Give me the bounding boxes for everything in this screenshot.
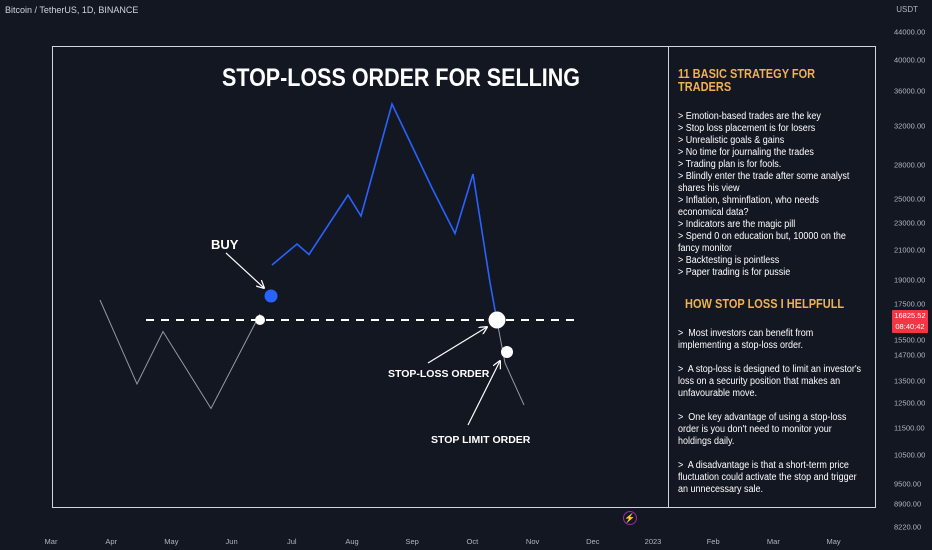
strategy-item: > Backtesting is pointless <box>678 255 780 266</box>
price-tick-label: 8900.00 <box>894 499 922 509</box>
info-sidebar: 11 BASIC STRATEGY FOR TRADERS > Emotion-… <box>678 66 868 508</box>
chart-drawing: BUY STOP-LOSS ORDER STOP LIMIT ORDER <box>99 101 578 446</box>
time-axis[interactable]: Mar Apr May Jun Jul Aug Sep Oct Nov Dec 2023 Feb Mar… <box>0 530 888 550</box>
strategy-item: > No time for journaling the trades <box>678 147 814 158</box>
current-price-tag: 16825.52 08:40:42 <box>892 310 928 333</box>
price-tick-label: 15500.00 <box>894 335 926 345</box>
buy-arrow <box>225 252 264 288</box>
strategy-heading: 11 BASIC STRATEGY FOR TRADERS <box>678 67 816 94</box>
time-tick-label: Feb <box>706 537 720 546</box>
benefit-item: > Most investors can benefit from implem… <box>678 328 816 351</box>
benefit-item: > A disadvantage is that a short-term pr… <box>678 460 860 495</box>
time-tick-label: May <box>826 537 841 546</box>
strategy-item: > Spend 0 on education but, 10000 on the… <box>678 231 849 254</box>
stop-loss-heading: HOW STOP LOSS I HELPFULL <box>685 297 845 311</box>
time-tick-label: Aug <box>345 537 359 546</box>
stop-limit-arrow <box>467 361 500 426</box>
price-tick-label: 25000.00 <box>894 194 926 204</box>
price-tick-label: 13500.00 <box>894 376 926 386</box>
price-tick-label: 17500.00 <box>894 299 926 309</box>
symbol-label[interactable]: Bitcoin / TetherUS, 1D, BINANCE <box>5 5 139 15</box>
time-tick-label: Dec <box>586 537 600 546</box>
strategy-item: > Stop loss placement is for losers <box>678 123 816 134</box>
benefit-list: > Most investors can benefit from implem… <box>678 328 868 496</box>
strategy-item: > Unrealistic goals & gains <box>678 135 785 146</box>
stop-loss-marker <box>488 311 506 329</box>
price-tick-label: 19000.00 <box>894 275 926 285</box>
time-tick-label: Jun <box>225 537 238 546</box>
price-tick-label: 36000.00 <box>894 86 926 96</box>
time-tick-label: Mar <box>766 537 780 546</box>
strategy-item: > Paper trading is for pussie <box>678 267 791 278</box>
price-tick-label: 8220.00 <box>894 522 922 532</box>
price-tick-label: 10500.00 <box>894 450 926 460</box>
benefit-item: > A stop-loss is designed to limit an in… <box>678 364 864 399</box>
price-tick-label: 23000.00 <box>894 218 926 228</box>
stop-loss-arrow <box>427 327 487 364</box>
strategy-item: > Blindly enter the trade after some ana… <box>678 171 852 194</box>
chart-panel <box>52 46 876 508</box>
current-price: 16825.52 <box>894 311 926 320</box>
time-tick-label: Jul <box>287 537 297 546</box>
benefit-item: > One key advantage of using a stop-loss… <box>678 412 849 447</box>
stop-loss-label: STOP-LOSS ORDER <box>388 368 490 380</box>
buy-label: BUY <box>211 237 239 252</box>
series-line-after-stop <box>496 320 525 406</box>
lightning-icon[interactable]: ⚡ <box>623 511 637 525</box>
time-tick-label: Apr <box>105 537 118 546</box>
currency-label: USDT <box>896 5 918 14</box>
strategy-item: > Indicators are the magic pill <box>678 219 796 230</box>
series-line-trend <box>271 101 498 322</box>
time-tick-label: Oct <box>466 537 479 546</box>
strategy-item: > Inflation, shminflation, who needs eco… <box>678 195 822 218</box>
bar-countdown: 08:40:42 <box>895 322 925 331</box>
price-tick-label: 11500.00 <box>894 423 925 433</box>
price-tick-label: 14700.00 <box>894 350 926 360</box>
chart-title: STOP-LOSS ORDER FOR SELLING <box>222 64 580 92</box>
time-tick-label: Nov <box>525 537 540 546</box>
price-tick-label: 32000.00 <box>894 121 926 131</box>
strategy-list: > Emotion-based trades are the key > Sto… <box>678 111 868 279</box>
stop-limit-marker <box>501 346 513 358</box>
time-tick-label: May <box>164 537 179 546</box>
price-tick-label: 40000.00 <box>894 55 926 65</box>
buy-marker <box>264 289 278 303</box>
strategy-item: > Trading plan is for fools. <box>678 159 782 170</box>
price-tick-label: 12500.00 <box>894 398 926 408</box>
price-tick-label: 9500.00 <box>894 479 922 489</box>
price-tick-label: 21000.00 <box>894 245 926 255</box>
time-tick-label: 2023 <box>644 537 662 546</box>
price-tick-label: 44000.00 <box>894 27 926 37</box>
time-tick-label: Mar <box>44 537 58 546</box>
strategy-item: > Emotion-based trades are the key <box>678 111 821 122</box>
entry-marker <box>255 315 265 325</box>
time-tick-label: Sep <box>405 537 419 546</box>
stop-limit-label: STOP LIMIT ORDER <box>431 434 531 446</box>
price-axis[interactable]: 44000.00 40000.00 36000.00 32000.00 28000.00… <box>888 0 932 550</box>
series-line-before-entry <box>99 299 261 410</box>
price-tick-label: 28000.00 <box>894 160 926 170</box>
panel-divider <box>668 46 669 508</box>
